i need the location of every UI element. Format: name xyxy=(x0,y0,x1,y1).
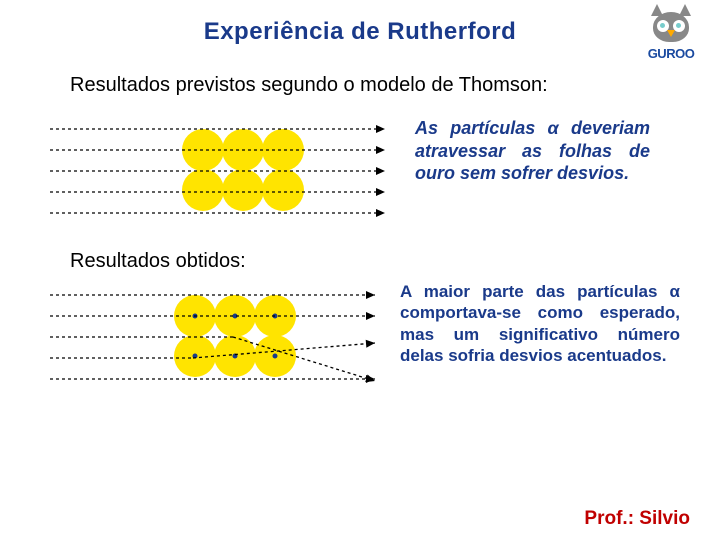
diagram-thomson xyxy=(45,117,390,232)
logo-text: GUROO xyxy=(642,46,700,61)
owl-icon xyxy=(647,8,695,48)
description-thomson: As partículas α deveriam atravessar as f… xyxy=(415,117,650,185)
footer-author: Prof.: Silvio xyxy=(584,508,690,530)
subtitle-obtained: Resultados obtidos: xyxy=(0,232,720,273)
diagram-rutherford xyxy=(45,281,380,401)
logo: GUROO xyxy=(642,8,700,61)
page-title: Experiência de Rutherford xyxy=(0,0,720,46)
subtitle-thomson: Resultados previstos segundo o modelo de… xyxy=(0,46,720,97)
description-rutherford: A maior parte das partículas α comportav… xyxy=(400,281,680,366)
